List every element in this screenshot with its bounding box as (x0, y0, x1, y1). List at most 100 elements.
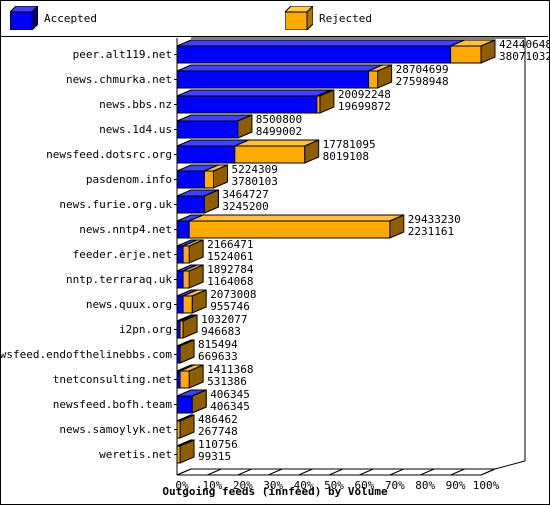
bar-rejected (450, 39, 496, 64)
x-tick-label: 80% (415, 479, 435, 492)
value-label-rejected: 19699872 (338, 100, 391, 113)
x-tick-label: 50% (324, 479, 344, 492)
value-label-accepted: 29433230 (408, 213, 461, 226)
category-label: news.nntp4.net (79, 223, 172, 236)
x-tick-label: 40% (294, 479, 314, 492)
category-label: news.quux.org (86, 298, 172, 311)
legend-swatch-rejected (285, 6, 313, 30)
x-tick-label: 30% (263, 479, 283, 492)
value-label-rejected: 267748 (198, 425, 238, 438)
category-label: tnetconsulting.net (53, 373, 172, 386)
bar-rejected (176, 439, 195, 464)
value-label-accepted: 3464727 (222, 188, 268, 201)
x-tick-label: 60% (354, 479, 374, 492)
x-tick-mark (207, 468, 222, 476)
category-label: newsfeed.dotsrc.org (46, 148, 172, 161)
value-label-rejected: 27598948 (396, 75, 449, 88)
category-label: news.1d4.us (99, 123, 172, 136)
value-label-rejected: 2231161 (408, 225, 454, 238)
bar-accepted (176, 89, 332, 114)
floor-edge (494, 460, 526, 470)
bar-rejected (179, 364, 204, 389)
value-label-accepted: 17781095 (323, 138, 376, 151)
bar-rejected (368, 64, 393, 89)
bar-rejected (191, 389, 207, 414)
x-tick-label: 70% (385, 479, 405, 492)
value-label-accepted: 2166471 (207, 238, 253, 251)
value-label-rejected: 38071032 (499, 50, 550, 63)
bar-accepted (176, 39, 466, 64)
bar-rejected (316, 89, 335, 114)
category-label: newsfeed.endofthelinebbs.com (0, 348, 172, 361)
x-tick-mark (298, 468, 313, 476)
value-label-rejected: 1164068 (207, 275, 253, 288)
x-tick-mark (176, 468, 192, 476)
category-label: weretis.net (99, 448, 172, 461)
x-tick-mark (420, 468, 435, 476)
category-label: news.bbs.nz (99, 98, 172, 111)
value-label-accepted: 28704699 (396, 63, 449, 76)
x-tick-mark (237, 468, 252, 476)
value-label-rejected: 8499002 (256, 125, 302, 138)
value-label-accepted: 20092248 (338, 88, 391, 101)
value-label-rejected: 99315 (198, 450, 231, 463)
value-label-rejected: 406345 (210, 400, 250, 413)
bar-rejected (234, 139, 320, 164)
x-tick-label: 90% (446, 479, 466, 492)
x-tick-mark (480, 468, 496, 476)
x-tick-mark (359, 468, 374, 476)
x-tick-label: 20% (233, 479, 253, 492)
value-label-rejected: 3780103 (231, 175, 277, 188)
category-label: feeder.erje.net (73, 248, 172, 261)
value-label-accepted: 1892784 (207, 263, 254, 276)
x-tick-mark (389, 468, 404, 476)
bar-accepted (176, 64, 384, 89)
bar-rejected (203, 164, 228, 189)
value-label-rejected: 669633 (198, 350, 238, 363)
value-label-accepted: 1032077 (201, 313, 247, 326)
bar-rejected (179, 314, 198, 339)
bar-rejected (203, 189, 219, 214)
value-label-accepted: 42440648 (499, 38, 550, 51)
category-label: news.chmurka.net (66, 73, 172, 86)
x-tick-mark (268, 468, 283, 476)
bar-rejected (182, 289, 207, 314)
value-label-accepted: 1411368 (207, 363, 253, 376)
value-label-accepted: 110756 (198, 438, 238, 451)
category-label: news.samoylyk.net (59, 423, 172, 436)
x-tick-mark (328, 468, 344, 476)
category-label: i2pn.org (119, 323, 172, 336)
bar-rejected (176, 414, 195, 439)
x-tick-label: 100% (473, 479, 500, 492)
value-label-accepted: 2073008 (210, 288, 256, 301)
value-label-rejected: 8019108 (323, 150, 369, 163)
value-label-rejected: 3245200 (222, 200, 268, 213)
x-tick-label: 0% (175, 479, 189, 492)
bar-rejected (237, 114, 253, 139)
value-label-accepted: 406345 (210, 388, 250, 401)
bar-rejected (188, 214, 405, 239)
bar-rejected (179, 339, 195, 364)
value-label-accepted: 486462 (198, 413, 238, 426)
value-label-rejected: 1524061 (207, 250, 253, 263)
value-label-accepted: 5224309 (231, 163, 277, 176)
x-tick-mark (450, 468, 465, 476)
legend-label-accepted: Accepted (44, 11, 97, 25)
category-label: pasdenom.info (86, 173, 172, 186)
category-label: newsfeed.bofh.team (53, 398, 173, 411)
category-label: peer.alt119.net (73, 48, 172, 61)
category-label: nntp.terraraq.uk (66, 273, 172, 286)
value-label-accepted: 8500800 (256, 113, 302, 126)
plot-back-frame (191, 37, 526, 461)
legend-swatch-accepted (10, 6, 38, 30)
bar-rejected (182, 239, 204, 264)
bar-rejected (182, 264, 204, 289)
category-label: news.furie.org.uk (59, 198, 172, 211)
legend-item-accepted: Accepted (10, 6, 97, 30)
legend-item-rejected: Rejected (285, 6, 372, 30)
legend-label-rejected: Rejected (319, 11, 372, 25)
chart-title: Outgoing feeds (innfeed) by Volume (162, 485, 388, 498)
legend: Accepted Rejected (0, 0, 548, 37)
value-label-rejected: 955746 (210, 300, 250, 313)
